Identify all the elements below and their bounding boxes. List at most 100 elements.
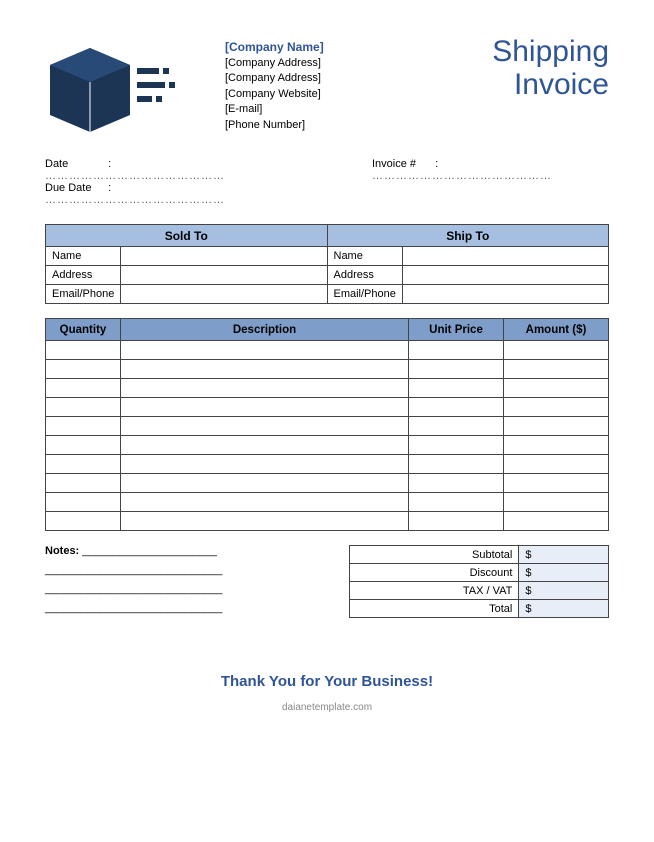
company-address2: [Company Address]: [225, 71, 449, 86]
notes-label: Notes:: [45, 545, 79, 557]
sold-contact-label: Email/Phone: [46, 285, 121, 304]
duedate-value: ………………………………………: [45, 194, 225, 206]
col-desc-header: Description: [121, 319, 409, 341]
invoice-label: Invoice #: [372, 158, 432, 170]
ship-to-header: Ship To: [327, 225, 609, 247]
soldship-table: Sold To Ship To Name Name Address Addres…: [45, 224, 609, 304]
totals-value: $: [519, 582, 609, 600]
meta-row: Date : ……………………………………… Due Date : …………………: [45, 158, 609, 206]
item-cell: [121, 360, 409, 379]
item-cell: [409, 493, 504, 512]
item-cell: [46, 417, 121, 436]
totals-value: $: [519, 564, 609, 582]
item-cell: [409, 512, 504, 531]
totals-label: TAX / VAT: [350, 582, 519, 600]
ship-name-label: Name: [327, 247, 402, 266]
item-cell: [46, 455, 121, 474]
col-amt-header: Amount ($): [504, 319, 609, 341]
item-row: [46, 474, 609, 493]
item-cell: [46, 474, 121, 493]
notes-line2: _____________________________: [45, 583, 334, 595]
totals-value: $: [519, 600, 609, 618]
item-cell: [504, 379, 609, 398]
item-cell: [409, 455, 504, 474]
item-cell: [504, 360, 609, 379]
item-cell: [121, 455, 409, 474]
item-cell: [504, 436, 609, 455]
ship-address-label: Address: [327, 266, 402, 285]
sold-name-value: [121, 247, 327, 266]
items-table: Quantity Description Unit Price Amount (…: [45, 318, 609, 531]
totals-label: Total: [350, 600, 519, 618]
notes-line3: _____________________________: [45, 602, 334, 614]
item-row: [46, 512, 609, 531]
item-row: [46, 341, 609, 360]
watermark: daianetemplate.com: [45, 702, 609, 713]
item-cell: [409, 341, 504, 360]
item-cell: [46, 360, 121, 379]
col-unit-header: Unit Price: [409, 319, 504, 341]
title-line2: Invoice: [449, 68, 609, 101]
item-cell: [409, 436, 504, 455]
item-cell: [504, 398, 609, 417]
notes-line1: _____________________________: [45, 564, 334, 576]
item-row: [46, 417, 609, 436]
company-website: [Company Website]: [225, 87, 449, 102]
item-cell: [504, 417, 609, 436]
sold-to-header: Sold To: [46, 225, 328, 247]
sold-name-label: Name: [46, 247, 121, 266]
item-cell: [409, 379, 504, 398]
item-cell: [504, 512, 609, 531]
totals-table: Subtotal$Discount$TAX / VAT$Total$: [349, 545, 609, 618]
company-phone: [Phone Number]: [225, 118, 449, 133]
totals-label: Discount: [350, 564, 519, 582]
item-cell: [409, 398, 504, 417]
item-cell: [46, 436, 121, 455]
sold-address-label: Address: [46, 266, 121, 285]
item-row: [46, 493, 609, 512]
logo: [45, 30, 225, 143]
col-qty-header: Quantity: [46, 319, 121, 341]
company-address1: [Company Address]: [225, 56, 449, 71]
item-cell: [409, 474, 504, 493]
sold-address-value: [121, 266, 327, 285]
ship-contact-value: [402, 285, 608, 304]
item-row: [46, 436, 609, 455]
thank-you: Thank You for Your Business!: [45, 673, 609, 690]
totals-row: Subtotal$: [350, 546, 609, 564]
item-cell: [121, 417, 409, 436]
item-cell: [409, 360, 504, 379]
item-cell: [121, 341, 409, 360]
item-cell: [121, 436, 409, 455]
item-cell: [46, 493, 121, 512]
totals-row: Total$: [350, 600, 609, 618]
totals-value: $: [519, 546, 609, 564]
title-line1: Shipping: [449, 35, 609, 68]
item-row: [46, 360, 609, 379]
item-row: [46, 455, 609, 474]
item-cell: [504, 455, 609, 474]
ship-contact-label: Email/Phone: [327, 285, 402, 304]
ship-name-value: [402, 247, 608, 266]
item-cell: [504, 493, 609, 512]
notes-line0: ______________________: [82, 545, 217, 557]
item-cell: [121, 398, 409, 417]
item-cell: [121, 379, 409, 398]
item-cell: [121, 493, 409, 512]
item-cell: [46, 341, 121, 360]
date-label: Date: [45, 158, 105, 170]
sold-contact-value: [121, 285, 327, 304]
item-cell: [121, 474, 409, 493]
item-cell: [46, 379, 121, 398]
company-email: [E-mail]: [225, 102, 449, 117]
company-info: [Company Name] [Company Address] [Compan…: [225, 30, 449, 133]
item-cell: [46, 512, 121, 531]
ship-address-value: [402, 266, 608, 285]
item-cell: [409, 417, 504, 436]
item-cell: [46, 398, 121, 417]
date-value: ………………………………………: [45, 170, 225, 182]
item-row: [46, 379, 609, 398]
item-cell: [504, 341, 609, 360]
document-title: Shipping Invoice: [449, 30, 609, 101]
item-row: [46, 398, 609, 417]
